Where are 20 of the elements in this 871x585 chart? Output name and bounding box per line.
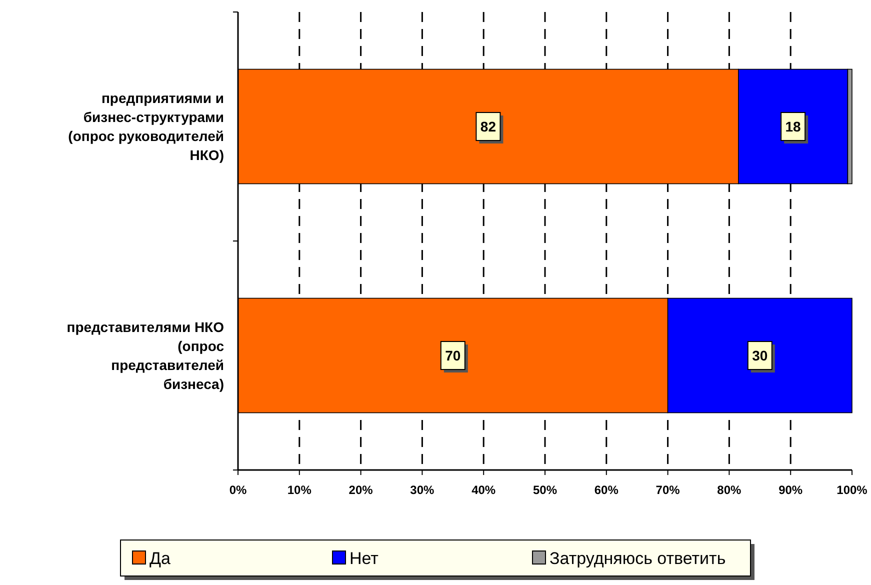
x-tick-label: 70%: [656, 483, 680, 497]
x-tick-label: 20%: [348, 483, 374, 497]
x-tick-label: 40%: [472, 483, 496, 497]
x-tick-label: 50%: [532, 483, 558, 497]
x-tick-label: 100%: [836, 483, 868, 497]
x-tick-label: 30%: [410, 483, 435, 497]
y-tick-label: представителями НКО (опрос представителей бизнеса): [66, 319, 224, 392]
legend-label: Да: [150, 549, 172, 568]
data-label: 82: [480, 118, 496, 134]
x-tick-label: 90%: [778, 483, 803, 497]
x-tick-label: 60%: [594, 483, 619, 497]
x-tick-label: 80%: [717, 483, 742, 497]
legend-label: Нет: [350, 549, 379, 568]
legend-label: Затрудняюсь ответить: [550, 549, 726, 568]
x-tick-label: 0%: [229, 483, 247, 497]
data-label: 70: [445, 348, 461, 364]
y-tick-label: предприятиями и бизнес-структурами (опрос руководителей НКО): [68, 90, 224, 163]
data-label: 18: [785, 118, 802, 134]
x-tick-label: 10%: [287, 483, 312, 497]
data-label: 30: [752, 348, 768, 364]
